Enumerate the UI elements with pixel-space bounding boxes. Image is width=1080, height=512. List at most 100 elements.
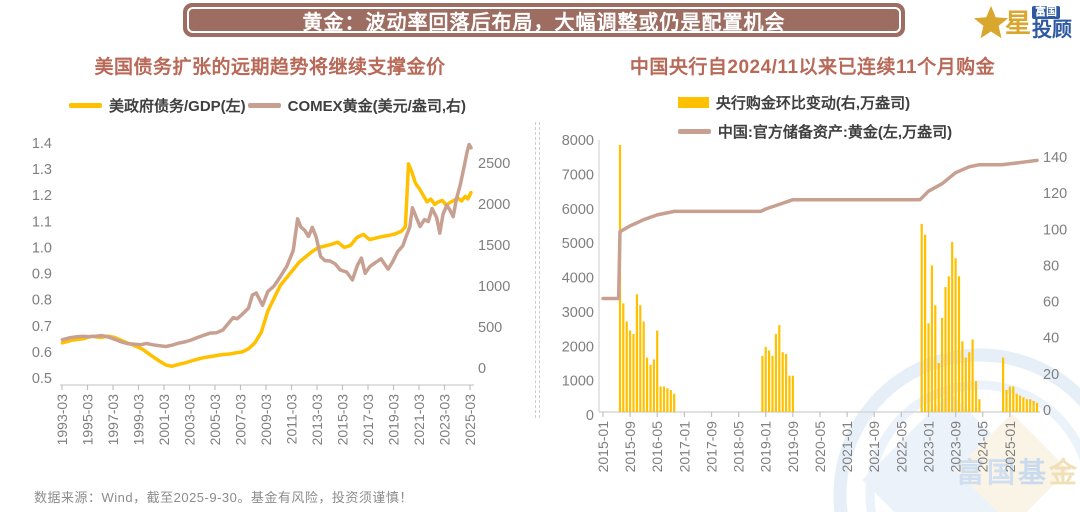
legend-label: 央行购金环比变动(右,万盎司) <box>715 95 911 112</box>
svg-text:1995-03: 1995-03 <box>80 394 96 446</box>
svg-text:40: 40 <box>1043 331 1059 347</box>
bar <box>1005 390 1008 412</box>
bar <box>974 381 978 412</box>
svg-text:2023-09: 2023-09 <box>948 421 964 473</box>
svg-text:2017-01: 2017-01 <box>676 421 692 473</box>
brand-tougu: 投顾 <box>1032 19 1072 41</box>
svg-text:2003-03: 2003-03 <box>182 394 198 446</box>
svg-text:2015-03: 2015-03 <box>335 394 351 446</box>
svg-text:2019-03: 2019-03 <box>386 394 402 446</box>
svg-text:1993-03: 1993-03 <box>54 394 70 446</box>
bar <box>656 330 659 412</box>
left-chart-axes: 1993-03 1995-03 1997-03 1999-03 2001-03 2003-… <box>32 136 510 445</box>
left-chart-title: 美国债务扩张的远期趋势将继续支撑金价 <box>94 57 446 78</box>
bar <box>788 375 791 412</box>
bar <box>1035 402 1039 412</box>
svg-text:0: 0 <box>478 361 486 377</box>
bar <box>646 357 649 412</box>
svg-text:2019-09: 2019-09 <box>785 421 801 473</box>
svg-text:0: 0 <box>586 408 594 424</box>
svg-text:2013-03: 2013-03 <box>309 394 325 446</box>
right-chart-legend: 央行购金环比变动(右,万盎司) 中国:官方储备资产:黄金(左,万盎司) <box>555 92 1075 142</box>
svg-text:5000: 5000 <box>562 236 594 252</box>
svg-text:2021-09: 2021-09 <box>866 421 882 473</box>
bar <box>642 321 645 412</box>
svg-text:2018-05: 2018-05 <box>731 421 747 473</box>
bar <box>961 341 964 412</box>
svg-text:1000: 1000 <box>478 279 510 295</box>
bar <box>662 386 666 412</box>
bar <box>622 303 625 412</box>
svg-text:2024-05: 2024-05 <box>975 421 991 473</box>
legend-item-debt-gdp: 美政府债务/GDP(左) <box>68 95 246 116</box>
svg-text:1000: 1000 <box>562 374 594 390</box>
svg-text:60: 60 <box>1043 295 1059 311</box>
bar <box>920 223 923 412</box>
bar <box>652 359 655 412</box>
chart-divider <box>535 122 540 418</box>
svg-text:1.0: 1.0 <box>32 240 52 256</box>
bar <box>1018 395 1022 412</box>
bar <box>937 363 940 412</box>
bar <box>1025 399 1028 412</box>
bar <box>1008 386 1011 412</box>
svg-text:0.6: 0.6 <box>32 345 52 361</box>
svg-text:2001-03: 2001-03 <box>156 394 172 446</box>
bar <box>927 323 930 412</box>
svg-text:80: 80 <box>1043 258 1059 274</box>
svg-text:富国基金: 富国基金 <box>956 456 1080 488</box>
bar <box>778 325 781 412</box>
svg-text:2019-01: 2019-01 <box>758 421 774 473</box>
bar <box>774 334 777 412</box>
svg-text:2020-05: 2020-05 <box>812 421 828 473</box>
svg-text:1.1: 1.1 <box>32 214 52 230</box>
right-chart-title: 中国央行自2024/11以来已连续11个月购金 <box>629 57 996 78</box>
bar <box>957 276 961 412</box>
bar <box>1032 401 1035 412</box>
legend-label: 美政府债务/GDP(左) <box>108 98 246 115</box>
svg-text:2025-01: 2025-01 <box>1002 421 1018 473</box>
bar <box>947 276 950 412</box>
source-note: 数据来源：Wind，截至2025-9-30。基金有风险，投资须谨慎！ <box>34 490 413 505</box>
bar <box>930 265 933 412</box>
bar <box>1012 386 1015 412</box>
bar <box>971 339 974 412</box>
svg-text:1997-03: 1997-03 <box>105 394 121 446</box>
svg-text:2000: 2000 <box>562 339 594 355</box>
series-debt-gdp <box>60 162 473 369</box>
bar <box>924 234 927 412</box>
bar <box>649 364 652 412</box>
bar <box>669 390 672 412</box>
bar <box>768 350 771 412</box>
banner-frame: 黄金：波动率回落后布局，大幅调整或仍是配置机会 <box>187 7 901 34</box>
bars-pboc-monthly-purchase <box>618 145 1039 412</box>
bar <box>1002 357 1005 412</box>
bar <box>964 357 967 412</box>
bar <box>1022 397 1025 412</box>
svg-text:2025-03: 2025-03 <box>462 394 478 446</box>
svg-text:140: 140 <box>1043 150 1067 166</box>
left-chart-series <box>60 142 473 369</box>
svg-text:120: 120 <box>1043 186 1067 202</box>
right-chart-plot: 2015-01 2015-09 2016-05 2017-01 2017-09 2018-… <box>562 133 1067 472</box>
svg-text:1.3: 1.3 <box>32 162 52 178</box>
bar <box>785 354 788 412</box>
bar <box>1015 393 1018 412</box>
bar <box>1029 399 1032 412</box>
svg-text:2005-03: 2005-03 <box>207 394 223 446</box>
yellow-line-swatch <box>68 103 102 108</box>
legend-item-comex-gold: COMEX黄金(美元/盎司,右) <box>247 95 466 116</box>
bar <box>629 330 632 412</box>
bar <box>934 305 937 412</box>
bar <box>954 258 957 412</box>
svg-text:0: 0 <box>1043 403 1051 419</box>
svg-text:2500: 2500 <box>478 156 510 172</box>
svg-text:1.4: 1.4 <box>32 136 52 152</box>
star-icon <box>973 5 1009 39</box>
svg-text:7000: 7000 <box>562 167 594 183</box>
left-chart-plot: 1993-03 1995-03 1997-03 1999-03 2001-03 2003-… <box>32 136 510 445</box>
svg-text:0.7: 0.7 <box>32 319 52 335</box>
svg-text:2015-01: 2015-01 <box>595 421 611 473</box>
